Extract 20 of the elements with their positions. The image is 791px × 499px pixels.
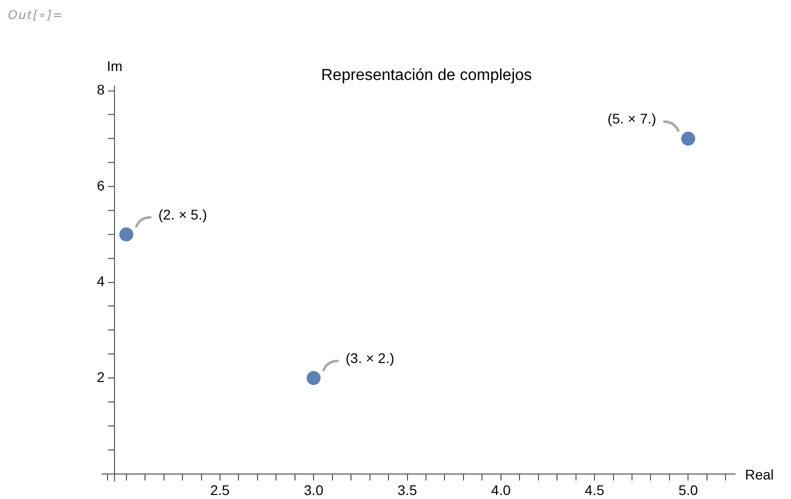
text: Out[∘]= — [8, 8, 64, 22]
y-tick-label: 2 — [96, 368, 105, 385]
x-tick-label: 5.0 — [678, 482, 698, 498]
x-axis-title: Real — [745, 466, 774, 483]
point — [119, 227, 134, 242]
x-tick-label: 4.5 — [584, 482, 604, 498]
annotation: (3. × 2.) — [346, 350, 394, 366]
chart-title: Representación de complejos — [321, 67, 532, 84]
x-tick-label: 3.5 — [398, 482, 418, 498]
x-tick-label: 3.0 — [304, 482, 324, 498]
x-tick-label: 2.5 — [210, 482, 230, 498]
annotation: (2. × 5.) — [158, 206, 207, 222]
annotation: (5. × 7.) — [608, 110, 656, 127]
y-tick-label: 4 — [96, 273, 105, 290]
point — [306, 371, 321, 386]
point — [681, 132, 696, 146]
y-axis-title: Im — [106, 58, 122, 74]
y-tick-label: 8 — [96, 82, 105, 98]
x-tick-label: 4.0 — [491, 482, 511, 498]
y-tick-label: 6 — [96, 177, 105, 194]
